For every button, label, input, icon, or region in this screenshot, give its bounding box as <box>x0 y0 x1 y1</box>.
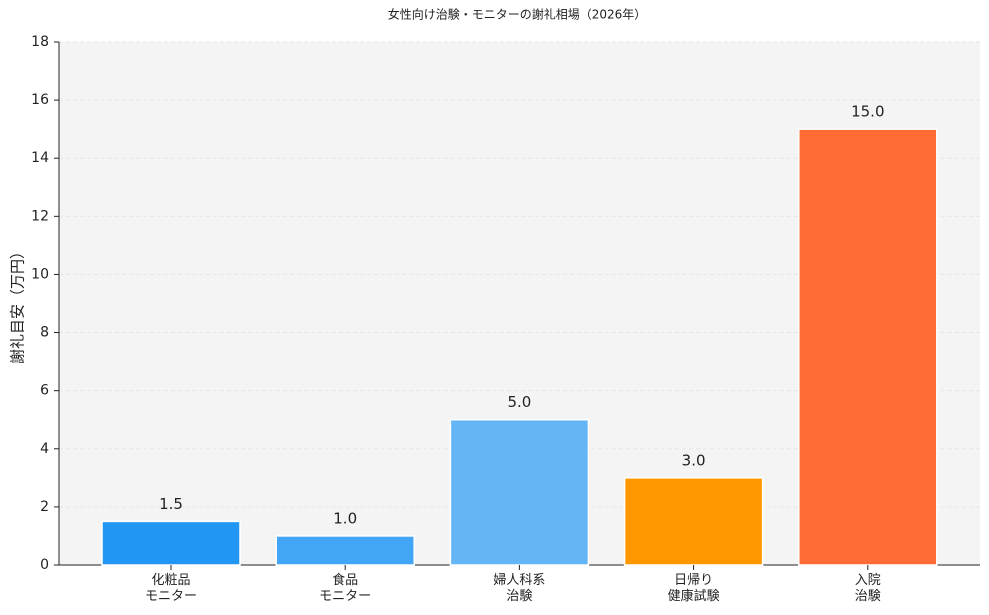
bar <box>449 418 590 566</box>
x-tick-label: 婦人科系 治験 <box>493 573 546 604</box>
bar <box>101 520 241 566</box>
y-tick-label: 0 <box>40 557 49 573</box>
y-tick-label: 10 <box>31 266 49 282</box>
bar <box>275 535 415 566</box>
y-tick-label: 12 <box>31 208 49 224</box>
y-tick-label: 2 <box>40 499 49 515</box>
chart-title: 女性向け治験・モニターの謝礼相場（2026年） <box>388 7 647 22</box>
bar <box>798 128 938 566</box>
value-label: 5.0 <box>507 393 531 411</box>
y-tick-label: 14 <box>31 150 49 166</box>
y-tick-label: 18 <box>31 34 49 50</box>
y-tick-label: 6 <box>40 383 49 399</box>
value-label: 1.5 <box>159 495 183 513</box>
y-tick-label: 16 <box>31 92 49 108</box>
y-axis-label: 謝礼目安（万円） <box>9 244 27 364</box>
x-tick-label: 化粧品 モニター <box>144 573 197 604</box>
value-label: 15.0 <box>851 103 884 121</box>
y-tick-label: 8 <box>40 325 49 341</box>
value-label: 1.0 <box>333 509 357 527</box>
y-tick-label: 4 <box>40 441 49 457</box>
x-tick-label: 日帰り 健康試験 <box>667 573 720 604</box>
value-label: 3.0 <box>682 451 706 469</box>
x-tick-label: 食品 モニター <box>319 573 372 604</box>
bar <box>623 477 764 566</box>
x-tick-label: 入院 治験 <box>854 573 881 604</box>
